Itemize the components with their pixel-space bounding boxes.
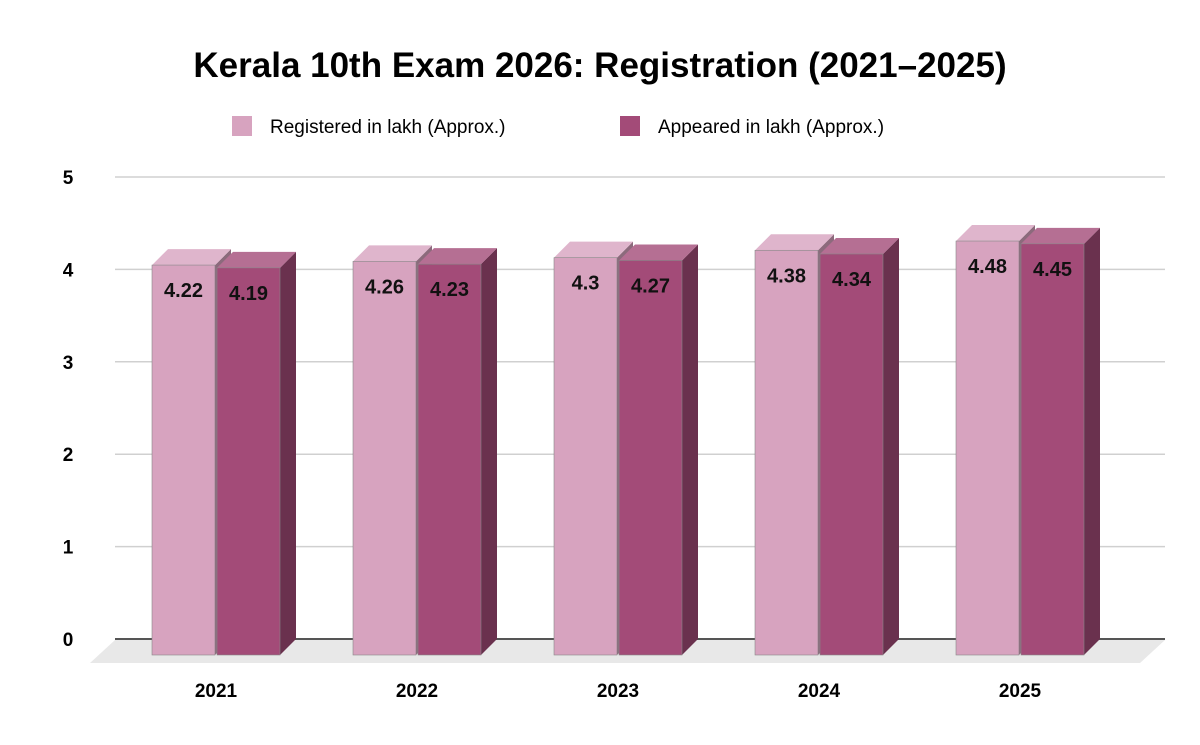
bar-front bbox=[553, 257, 618, 656]
bar-top bbox=[418, 248, 497, 265]
x-tick-label: 2025 bbox=[999, 681, 1042, 702]
bar-top bbox=[1021, 227, 1100, 244]
bar-top bbox=[217, 251, 296, 268]
legend-swatch bbox=[232, 116, 252, 136]
legend-label: Appeared in lakh (Approx.) bbox=[658, 117, 884, 138]
legend-swatch bbox=[620, 116, 640, 136]
data-label: 4.34 bbox=[832, 269, 872, 291]
data-label: 4.23 bbox=[430, 279, 469, 301]
legend: Registered in lakh (Approx.) Appeared in … bbox=[232, 116, 884, 138]
x-tick-label: 2021 bbox=[195, 681, 238, 702]
bar-top bbox=[554, 241, 633, 258]
bar-top bbox=[755, 234, 834, 251]
data-label: 4.48 bbox=[968, 256, 1007, 278]
data-label: 4.3 bbox=[572, 273, 600, 295]
x-tick-label: 2023 bbox=[597, 681, 639, 702]
bar-side bbox=[280, 251, 296, 655]
bar-front bbox=[1020, 243, 1085, 656]
y-tick-label: 1 bbox=[63, 538, 74, 559]
bar-2024-appeared: 4.34 bbox=[819, 237, 899, 656]
bar-top bbox=[152, 249, 231, 266]
chart-title: Kerala 10th Exam 2026: Registration (202… bbox=[193, 46, 1006, 85]
bar-front bbox=[151, 264, 216, 656]
data-label: 4.45 bbox=[1033, 259, 1072, 281]
x-tick-label: 2022 bbox=[396, 681, 438, 702]
bar-2025-appeared: 4.45 bbox=[1020, 227, 1100, 656]
bar-2021-appeared: 4.19 bbox=[216, 251, 296, 656]
y-tick-label: 3 bbox=[63, 353, 74, 374]
bar-front bbox=[216, 267, 281, 656]
bar-2023-appeared: 4.27 bbox=[618, 244, 698, 656]
bar-side bbox=[682, 244, 698, 655]
bar-front bbox=[352, 261, 417, 656]
y-tick-label: 4 bbox=[63, 260, 74, 281]
bar-top bbox=[820, 237, 899, 254]
bar-front bbox=[618, 260, 683, 656]
y-tick-label: 2 bbox=[63, 445, 74, 466]
data-label: 4.38 bbox=[767, 265, 806, 287]
bar-side bbox=[883, 237, 899, 655]
bar-2022-appeared: 4.23 bbox=[417, 248, 497, 656]
bar-front bbox=[819, 253, 884, 656]
bar-top bbox=[956, 225, 1035, 242]
data-label: 4.27 bbox=[631, 275, 670, 297]
legend-label: Registered in lakh (Approx.) bbox=[270, 117, 506, 138]
bar-front bbox=[417, 263, 482, 656]
bar-top bbox=[619, 244, 698, 261]
data-label: 4.22 bbox=[164, 280, 203, 302]
bar-side bbox=[481, 248, 497, 655]
data-label: 4.26 bbox=[365, 276, 404, 298]
bar-top bbox=[353, 245, 432, 262]
x-tick-label: 2024 bbox=[798, 681, 841, 702]
bar-side bbox=[1084, 227, 1100, 655]
y-tick-label: 0 bbox=[63, 630, 74, 651]
bar-front bbox=[754, 249, 819, 656]
bar-front bbox=[955, 240, 1020, 656]
data-label: 4.19 bbox=[229, 283, 268, 305]
y-tick-label: 5 bbox=[63, 168, 74, 189]
